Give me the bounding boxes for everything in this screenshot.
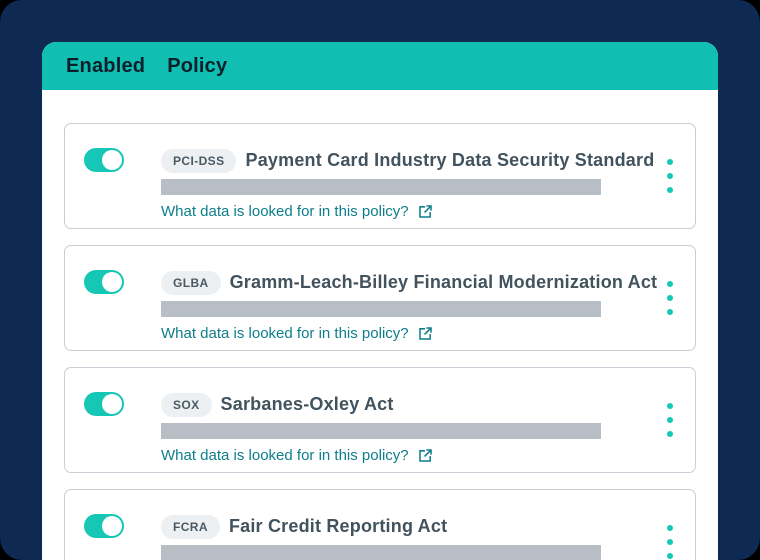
kebab-dot bbox=[667, 403, 673, 409]
description-placeholder-bar bbox=[161, 545, 601, 560]
description-placeholder-bar bbox=[161, 179, 601, 195]
kebab-dot bbox=[667, 539, 673, 545]
policy-list: PCI-DSS Payment Card Industry Data Secur… bbox=[42, 90, 718, 560]
policy-info-link[interactable]: What data is looked for in this policy? bbox=[161, 447, 434, 464]
policy-title: Payment Card Industry Data Security Stan… bbox=[245, 150, 655, 170]
toggle-knob bbox=[102, 272, 122, 292]
external-link-icon bbox=[418, 327, 432, 340]
row-actions-menu-button[interactable] bbox=[663, 521, 677, 560]
policy-title-line: FCRA Fair Credit Reporting Act bbox=[161, 514, 601, 539]
kebab-dot bbox=[667, 417, 673, 423]
column-header-policy: Policy bbox=[167, 54, 228, 77]
row-actions-menu-button[interactable] bbox=[663, 155, 677, 197]
kebab-dot bbox=[667, 173, 673, 179]
policy-acronym-badge: GLBA bbox=[161, 270, 221, 295]
description-placeholder-bar bbox=[161, 423, 601, 439]
policy-enabled-toggle[interactable] bbox=[84, 514, 124, 538]
kebab-dot bbox=[667, 281, 673, 287]
policy-enabled-toggle[interactable] bbox=[84, 270, 124, 294]
kebab-dot bbox=[667, 187, 673, 193]
policy-title: Gramm-Leach-Billey Financial Modernizati… bbox=[229, 272, 658, 292]
row-actions-menu-button[interactable] bbox=[663, 277, 677, 319]
kebab-dot bbox=[667, 295, 673, 301]
external-link-icon bbox=[418, 205, 432, 218]
kebab-dot bbox=[667, 525, 673, 531]
table-header: Enabled Policy bbox=[42, 42, 718, 90]
policy-title: Sarbanes-Oxley Act bbox=[220, 394, 394, 414]
kebab-dot bbox=[667, 309, 673, 315]
policy-acronym-badge: FCRA bbox=[161, 514, 220, 539]
policy-acronym-badge: PCI-DSS bbox=[161, 148, 237, 173]
kebab-dot bbox=[667, 553, 673, 559]
policy-title-line: PCI-DSS Payment Card Industry Data Secur… bbox=[161, 148, 654, 173]
policy-info-link[interactable]: What data is looked for in this policy? bbox=[161, 325, 434, 342]
policy-row: SOX Sarbanes-Oxley Act What data is look… bbox=[64, 367, 696, 473]
policy-row: PCI-DSS Payment Card Industry Data Secur… bbox=[64, 123, 696, 229]
policy-row: FCRA Fair Credit Reporting Act What data… bbox=[64, 489, 696, 560]
policy-title-line: GLBA Gramm-Leach-Billey Financial Modern… bbox=[161, 270, 657, 295]
policy-enabled-toggle[interactable] bbox=[84, 392, 124, 416]
toggle-knob bbox=[102, 150, 122, 170]
policy-row-content: SOX Sarbanes-Oxley Act What data is look… bbox=[161, 392, 601, 465]
row-actions-menu-button[interactable] bbox=[663, 399, 677, 441]
external-link-icon bbox=[418, 449, 432, 462]
toggle-knob bbox=[102, 516, 122, 536]
policy-row-content: GLBA Gramm-Leach-Billey Financial Modern… bbox=[161, 270, 657, 343]
policy-acronym-badge: SOX bbox=[161, 392, 212, 417]
policy-enabled-toggle[interactable] bbox=[84, 148, 124, 172]
policy-title: Fair Credit Reporting Act bbox=[228, 516, 448, 536]
column-header-enabled: Enabled bbox=[66, 54, 146, 77]
policy-table-card: Enabled Policy PCI-DSS Payment Card Indu… bbox=[42, 42, 718, 560]
policy-info-link-label: What data is looked for in this policy? bbox=[161, 203, 409, 220]
policy-info-link-label: What data is looked for in this policy? bbox=[161, 325, 409, 342]
policy-title-line: SOX Sarbanes-Oxley Act bbox=[161, 392, 601, 417]
toggle-knob bbox=[102, 394, 122, 414]
policy-info-link[interactable]: What data is looked for in this policy? bbox=[161, 203, 434, 220]
policy-row-content: PCI-DSS Payment Card Industry Data Secur… bbox=[161, 148, 654, 221]
policy-row: GLBA Gramm-Leach-Billey Financial Modern… bbox=[64, 245, 696, 351]
kebab-dot bbox=[667, 431, 673, 437]
description-placeholder-bar bbox=[161, 301, 601, 317]
policy-row-content: FCRA Fair Credit Reporting Act What data… bbox=[161, 514, 601, 560]
kebab-dot bbox=[667, 159, 673, 165]
policy-info-link-label: What data is looked for in this policy? bbox=[161, 447, 409, 464]
